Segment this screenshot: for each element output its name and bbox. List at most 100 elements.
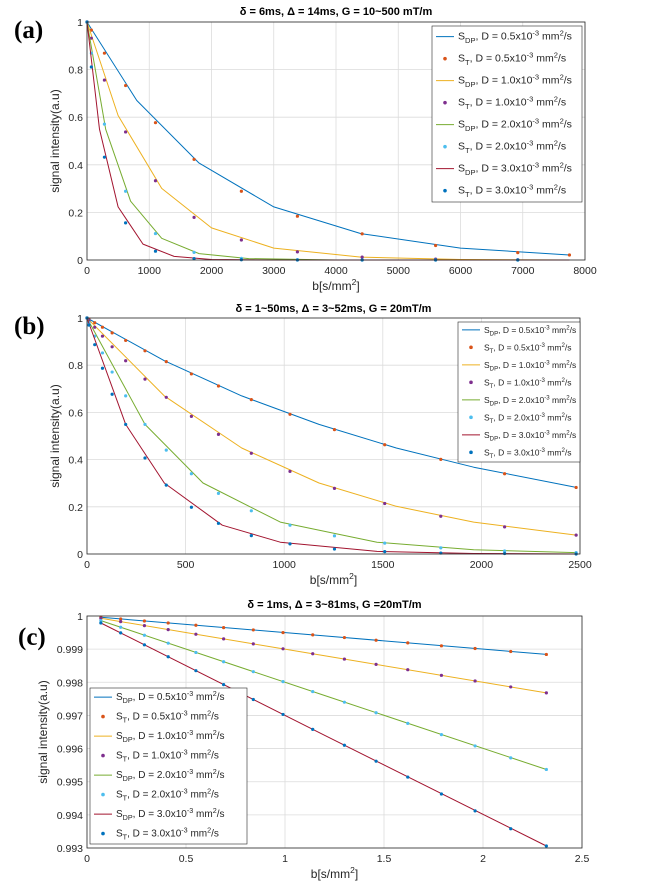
- data-point-3: [251, 642, 255, 646]
- chart-title: δ = 6ms, Δ = 14ms, G = 10~500 mT/m: [240, 6, 433, 18]
- series-line-6: [100, 622, 547, 847]
- y-tick-label: 0.996: [57, 744, 83, 756]
- data-point-1: [516, 251, 520, 255]
- legend-box: [431, 25, 583, 203]
- legend-marker-swatch: [469, 380, 473, 385]
- chart-title: δ = 1ms, Δ = 3~81ms, G =20mT/m: [247, 599, 421, 611]
- data-point-7: [119, 631, 123, 635]
- data-point-7: [93, 343, 97, 347]
- data-point-1: [189, 372, 193, 376]
- legend-entry: ST, D = 0.5x10-3 mm2/s: [458, 50, 566, 66]
- data-point-1: [166, 621, 170, 625]
- legend-entry: SDP, D = 2.0x10-3 mm2/s: [484, 394, 576, 407]
- data-point-7: [123, 221, 128, 225]
- y-tick-label: 0.8: [68, 65, 83, 77]
- data-point-1: [574, 485, 578, 490]
- data-point-5: [216, 491, 221, 495]
- data-point-3: [406, 668, 410, 672]
- y-tick-label: 0.993: [57, 843, 83, 855]
- data-point-5: [99, 619, 103, 623]
- data-point-7: [544, 844, 548, 848]
- x-tick-label: 500: [177, 559, 195, 571]
- y-tick-label: 1: [77, 313, 83, 325]
- series-line-4: [100, 620, 547, 770]
- y-tick-label: 0.2: [68, 502, 83, 514]
- data-point-5: [439, 546, 443, 550]
- x-tick-label: 1000: [273, 559, 297, 571]
- data-point-5: [503, 549, 507, 553]
- data-point-5: [374, 711, 378, 715]
- data-point-3: [216, 432, 221, 436]
- legend-entry: SDP, D = 3.0x10-3 mm2/s: [458, 160, 572, 176]
- legend-entry: ST, D = 3.0x10-3 mm2/s: [458, 182, 566, 198]
- series-line-2: [100, 617, 547, 694]
- legend-entry: SDP, D = 1.0x10-3 mm2/s: [116, 728, 225, 744]
- legend: SDP, D = 0.5x10-3 mm2/s ST, D = 0.5x10-3 …: [89, 687, 248, 845]
- legend-entry: SDP, D = 3.0x10-3 mm2/s: [484, 429, 576, 442]
- data-point-5: [406, 721, 410, 725]
- data-point-1: [249, 398, 253, 402]
- y-tick-label: 0.994: [57, 810, 83, 822]
- data-point-3: [342, 657, 346, 661]
- data-point-5: [164, 448, 168, 452]
- legend-entry: SDP, D = 0.5x10-3 mm2/s: [484, 324, 576, 337]
- x-tick-label: 5000: [387, 265, 411, 277]
- data-point-7: [249, 533, 253, 538]
- y-tick-label: 0.4: [68, 455, 83, 467]
- data-point-3: [119, 620, 123, 624]
- data-point-3: [99, 616, 103, 620]
- y-tick-label: 1: [77, 611, 83, 623]
- axes-box: [86, 615, 583, 849]
- chart-title: δ = 1~50ms, Δ = 3~52ms, G = 20mT/m: [236, 303, 432, 315]
- x-axis-label: b[s/mm2]: [310, 571, 357, 587]
- legend-entry: SDP, D = 2.0x10-3 mm2/s: [458, 116, 572, 132]
- data-point-7: [311, 727, 315, 731]
- data-point-1: [503, 472, 507, 476]
- x-tick-label: 2000: [470, 559, 494, 571]
- legend-entry: SDP, D = 2.0x10-3 mm2/s: [116, 767, 225, 783]
- data-point-1: [153, 121, 158, 125]
- legend-entry: ST, D = 2.0x10-3 mm2/s: [458, 138, 566, 154]
- data-point-5: [332, 534, 337, 538]
- data-point-1: [439, 457, 443, 461]
- data-point-7: [503, 551, 507, 556]
- data-point-3: [503, 525, 507, 529]
- chart-panel-2: 0 0.5 1 1.5 2 2.5 0.993 0.994 0.995 0.996 0.997 0.9…: [18, 599, 589, 881]
- data-point-5: [110, 370, 114, 374]
- data-point-7: [100, 366, 105, 370]
- data-point-7: [288, 542, 292, 546]
- data-point-1: [194, 623, 198, 627]
- data-point-7: [166, 655, 170, 659]
- data-point-7: [342, 743, 346, 747]
- data-point-1: [342, 635, 346, 640]
- data-point-3: [93, 325, 97, 329]
- data-point-1: [360, 232, 364, 236]
- series-line-2: [86, 21, 570, 261]
- data-point-7: [194, 669, 198, 673]
- data-point-1: [281, 630, 285, 635]
- data-point-5: [119, 625, 123, 629]
- data-point-3: [164, 395, 168, 399]
- data-point-1: [216, 384, 221, 388]
- legend-entry: ST, D = 1.0x10-3 mm2/s: [458, 94, 566, 110]
- x-tick-label: 7000: [511, 265, 535, 277]
- y-tick-label: 0.2: [68, 207, 83, 219]
- data-point-7: [110, 392, 114, 396]
- y-axis-label: signal intensity(a.u): [48, 89, 62, 192]
- x-tick-label: 3000: [262, 265, 286, 277]
- legend-marker-swatch: [469, 450, 473, 455]
- legend-marker-swatch: [101, 753, 105, 758]
- data-point-1: [567, 253, 572, 257]
- data-point-3: [142, 624, 147, 628]
- data-point-7: [102, 155, 107, 159]
- x-tick-label: 2500: [568, 559, 592, 571]
- y-tick-label: 0.8: [68, 360, 83, 372]
- data-point-5: [142, 633, 147, 637]
- data-point-1: [473, 646, 477, 651]
- data-point-1: [119, 617, 123, 621]
- panel-label: (b): [14, 313, 45, 340]
- data-point-3: [192, 215, 196, 219]
- series-line-0: [100, 616, 547, 655]
- data-point-1: [124, 338, 128, 343]
- legend-marker-swatch: [469, 415, 473, 420]
